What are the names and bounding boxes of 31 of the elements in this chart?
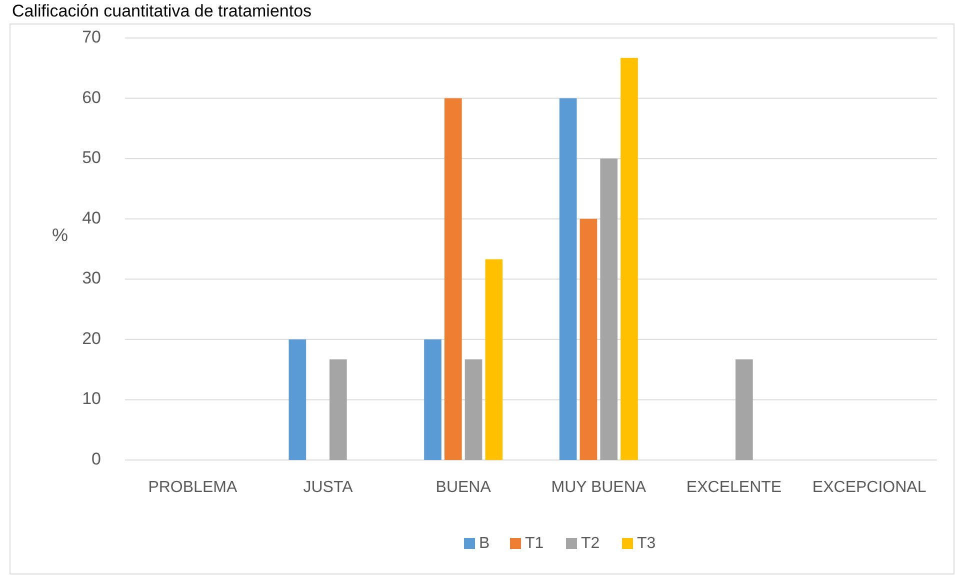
x-tick-label: BUENA (436, 479, 492, 496)
bar (444, 98, 462, 460)
bar (600, 158, 618, 460)
y-tick-label: 40 (82, 208, 101, 228)
bar (620, 58, 638, 460)
y-tick-label: 30 (82, 268, 101, 288)
legend-label: B (479, 535, 490, 552)
x-tick-label: EXCEPCIONAL (812, 479, 926, 496)
bar (330, 359, 347, 460)
y-axis-title: % (52, 225, 68, 245)
x-tick-label: MUY BUENA (551, 479, 646, 496)
legend-label: T2 (581, 535, 600, 552)
bar (736, 359, 753, 460)
x-tick-label: EXCELENTE (686, 479, 782, 496)
legend-label: T1 (525, 535, 544, 552)
bar (580, 218, 598, 460)
y-tick-label: 10 (82, 389, 101, 408)
y-tick-label: 70 (82, 27, 101, 46)
y-tick-label: 0 (92, 449, 101, 468)
y-tick-label: 60 (82, 88, 101, 107)
x-tick-label: PROBLEMA (148, 479, 238, 496)
chart-title: Calificación cuantitativa de tratamientos (12, 1, 312, 20)
bar (288, 339, 306, 460)
bar (464, 359, 482, 460)
y-tick-label: 20 (82, 328, 101, 348)
bar (424, 339, 442, 460)
legend-label: T3 (637, 535, 656, 552)
bar (559, 98, 577, 460)
bar (485, 259, 503, 460)
y-tick-label: 50 (82, 148, 101, 168)
x-tick-label: JUSTA (303, 479, 354, 496)
